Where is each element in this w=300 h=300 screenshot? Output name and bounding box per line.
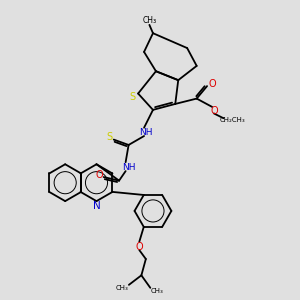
Text: CH₃: CH₃ (142, 16, 157, 25)
Text: S: S (106, 132, 112, 142)
Text: O: O (210, 106, 218, 116)
Text: NH: NH (139, 128, 152, 137)
Text: O: O (95, 170, 103, 180)
Text: O: O (208, 79, 216, 89)
Text: S: S (130, 92, 136, 101)
Text: O: O (135, 242, 143, 252)
Text: NH: NH (122, 163, 135, 172)
Text: CH₃: CH₃ (151, 288, 163, 294)
Text: CH₃: CH₃ (116, 285, 129, 291)
Text: N: N (93, 201, 101, 211)
Text: CH₂CH₃: CH₂CH₃ (220, 117, 246, 123)
